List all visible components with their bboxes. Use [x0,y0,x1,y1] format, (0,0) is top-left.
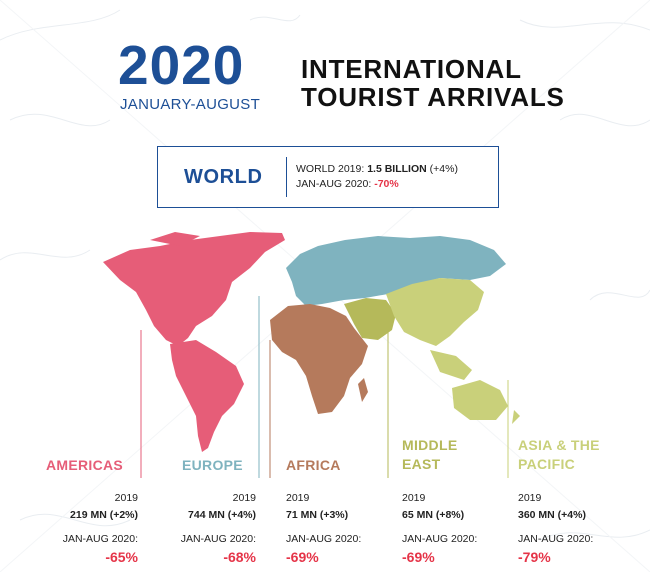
world-2019-stat: WORLD 2019: 1.5 BILLION (+4%) [296,163,458,175]
region-middle-east-year: 2019 [402,492,426,504]
americas-region-shape [103,232,285,452]
title-line-1: INTERNATIONAL [301,54,522,84]
region-europe-change: -68% [223,549,256,565]
region-americas-year: 2019 [114,492,138,504]
region-americas-period: JAN-AUG 2020: [62,533,138,545]
region-europe-year: 2019 [232,492,256,504]
world-2019-suffix: (+4%) [426,163,458,175]
region-middle-east-name-1: MIDDLE [402,437,458,453]
region-middle-east: MIDDLE EAST 2019 65 MN (+8%) JAN-AUG 202… [402,436,502,565]
region-americas: AMERICAS 2019 219 MN (+2%) JAN-AUG 2020:… [46,436,138,565]
region-europe-arrivals: 744 MN (+4%) [188,509,256,521]
region-europe: EUROPE 2019 744 MN (+4%) JAN-AUG 2020: -… [181,436,256,565]
world-divider [286,157,287,197]
world-label: WORLD [184,166,263,188]
region-africa: AFRICA 2019 71 MN (+3%) JAN-AUG 2020: -6… [286,436,382,565]
region-asia-pacific-period: JAN-AUG 2020: [518,533,594,545]
region-middle-east-change: -69% [402,549,435,565]
region-africa-year: 2019 [286,492,310,504]
region-africa-change: -69% [286,549,319,565]
region-americas-name: AMERICAS [46,457,124,473]
asia-pacific-region-shape [386,278,520,424]
region-asia-pacific-arrivals: 360 MN (+4%) [518,509,586,521]
region-asia-pacific-change: -79% [518,549,551,565]
title-line-2: TOURIST ARRIVALS [301,82,565,112]
world-2020-stat: JAN-AUG 2020: -70% [296,178,399,190]
period-subheading: JANUARY-AUGUST [120,96,261,113]
region-europe-period: JAN-AUG 2020: [180,533,256,545]
africa-region-shape [270,304,368,414]
region-middle-east-arrivals: 65 MN (+8%) [402,509,465,521]
region-americas-arrivals: 219 MN (+2%) [70,509,138,521]
region-africa-name: AFRICA [286,457,341,473]
world-2019-value: 1.5 BILLION [367,163,427,175]
region-asia-pacific-name-1: ASIA & THE [518,437,600,453]
world-2020-change: -70% [374,178,399,190]
world-2019-prefix: WORLD 2019: [296,163,368,175]
region-asia-pacific-year: 2019 [518,492,542,504]
middle-east-region-shape [344,298,396,340]
region-asia-pacific-name-2: PACIFIC [518,456,576,472]
region-africa-period: JAN-AUG 2020: [286,533,362,545]
region-middle-east-name-2: EAST [402,456,441,472]
year-heading: 2020 [118,34,245,96]
region-middle-east-period: JAN-AUG 2020: [402,533,478,545]
world-summary-box: WORLD WORLD 2019: 1.5 BILLION (+4%) JAN-… [157,146,499,208]
region-asia-pacific: ASIA & THE PACIFIC 2019 360 MN (+4%) JAN… [518,436,628,565]
region-americas-change: -65% [105,549,138,565]
region-europe-name: EUROPE [182,457,243,473]
region-africa-arrivals: 71 MN (+3%) [286,509,349,521]
world-2020-prefix: JAN-AUG 2020: [296,178,375,190]
europe-region-shape [286,236,506,306]
